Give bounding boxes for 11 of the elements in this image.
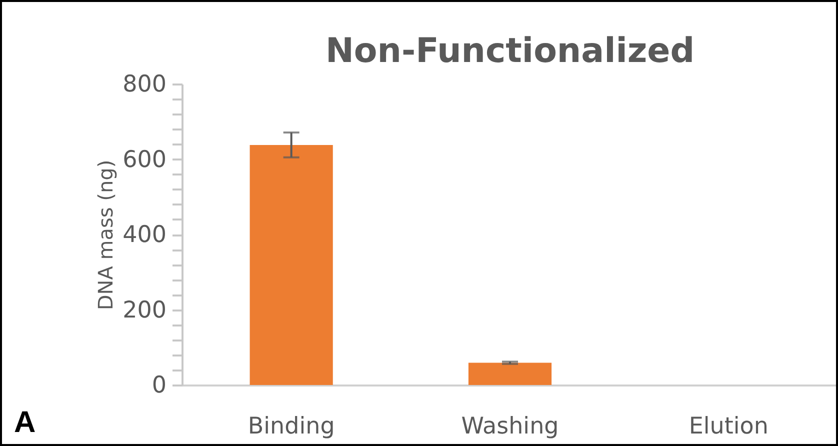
y-tick-label: 600: [122, 146, 166, 173]
x-tick-label: Elution: [688, 414, 768, 440]
y-tick-label: 200: [122, 297, 166, 324]
x-tick-label: Washing: [461, 414, 559, 440]
x-tick-label: Binding: [248, 414, 335, 440]
y-tick-label: 800: [122, 72, 166, 98]
text: A: [14, 406, 36, 440]
y-tick-label: 400: [122, 222, 166, 248]
y-tick-label: 0: [152, 372, 166, 398]
y-axis-title: DNA mass (ng): [94, 160, 118, 310]
chart-title: Non-Functionalized: [325, 31, 695, 71]
